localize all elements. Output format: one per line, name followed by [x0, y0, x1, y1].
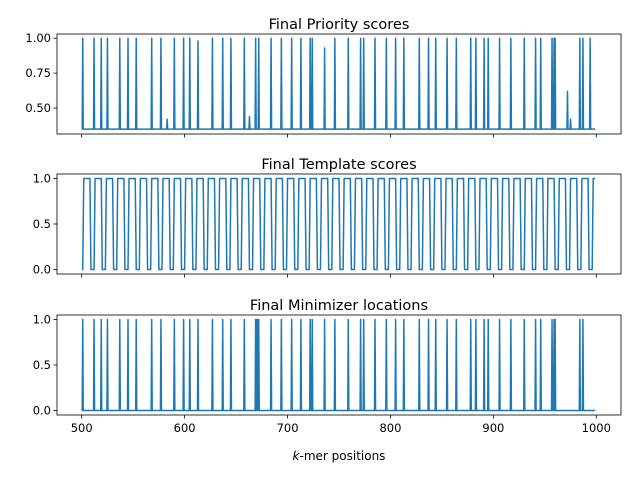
priority-series-line: [81, 37, 596, 130]
priority-plot-area: 0.50 0.75 1.00: [25, 31, 597, 138]
template-ytick-label: 0.5: [33, 217, 51, 231]
priority-axes-frame: [56, 33, 622, 135]
priority-ytick-label: 0.50: [25, 101, 51, 115]
minimizer-ytick-label: 1.0: [33, 313, 51, 327]
minimizer-xtick-label: 500: [71, 421, 93, 435]
minimizer-xtick-label: 600: [174, 421, 196, 435]
minimizer-xtick-label: 800: [379, 421, 401, 435]
template-plot-area: 0.0 0.5 1.0: [33, 172, 597, 278]
template-panel: Final Template scores 0.0 0.5 1.0: [33, 157, 622, 278]
x-axis-label-rest: -mer positions: [300, 449, 386, 463]
minimizer-panel: Final Minimizer locations 0.0 0.5 1.0 500 60…: [33, 298, 622, 463]
priority-panel: Final Priority scores 0.50 0.75 1.00: [25, 17, 622, 138]
minimizer-ytick-label: 0.5: [33, 358, 51, 372]
template-ytick-label: 1.0: [33, 172, 51, 186]
minimizer-xtick-label: 1000: [582, 421, 611, 435]
priority-title: Final Priority scores: [269, 17, 410, 33]
priority-ytick-label: 1.00: [25, 31, 51, 45]
minimizer-axes-frame: [56, 314, 622, 416]
minimizer-ytick-label: 0.0: [33, 403, 51, 417]
template-title: Final Template scores: [261, 157, 416, 173]
template-axes-frame: [56, 173, 622, 275]
minimizer-title: Final Minimizer locations: [250, 298, 428, 314]
minimizer-plot-area: 0.0 0.5 1.0 500 600 700 800 900 1000: [33, 313, 611, 435]
x-axis-label: k-mer positions: [293, 449, 386, 463]
minimizer-xtick-label: 900: [482, 421, 504, 435]
template-series-line: [81, 177, 596, 271]
priority-ytick-label: 0.75: [25, 66, 51, 80]
minimizer-xtick-label: 700: [277, 421, 299, 435]
template-ytick-label: 0.0: [33, 262, 51, 276]
minimizer-series-line: [81, 318, 596, 412]
